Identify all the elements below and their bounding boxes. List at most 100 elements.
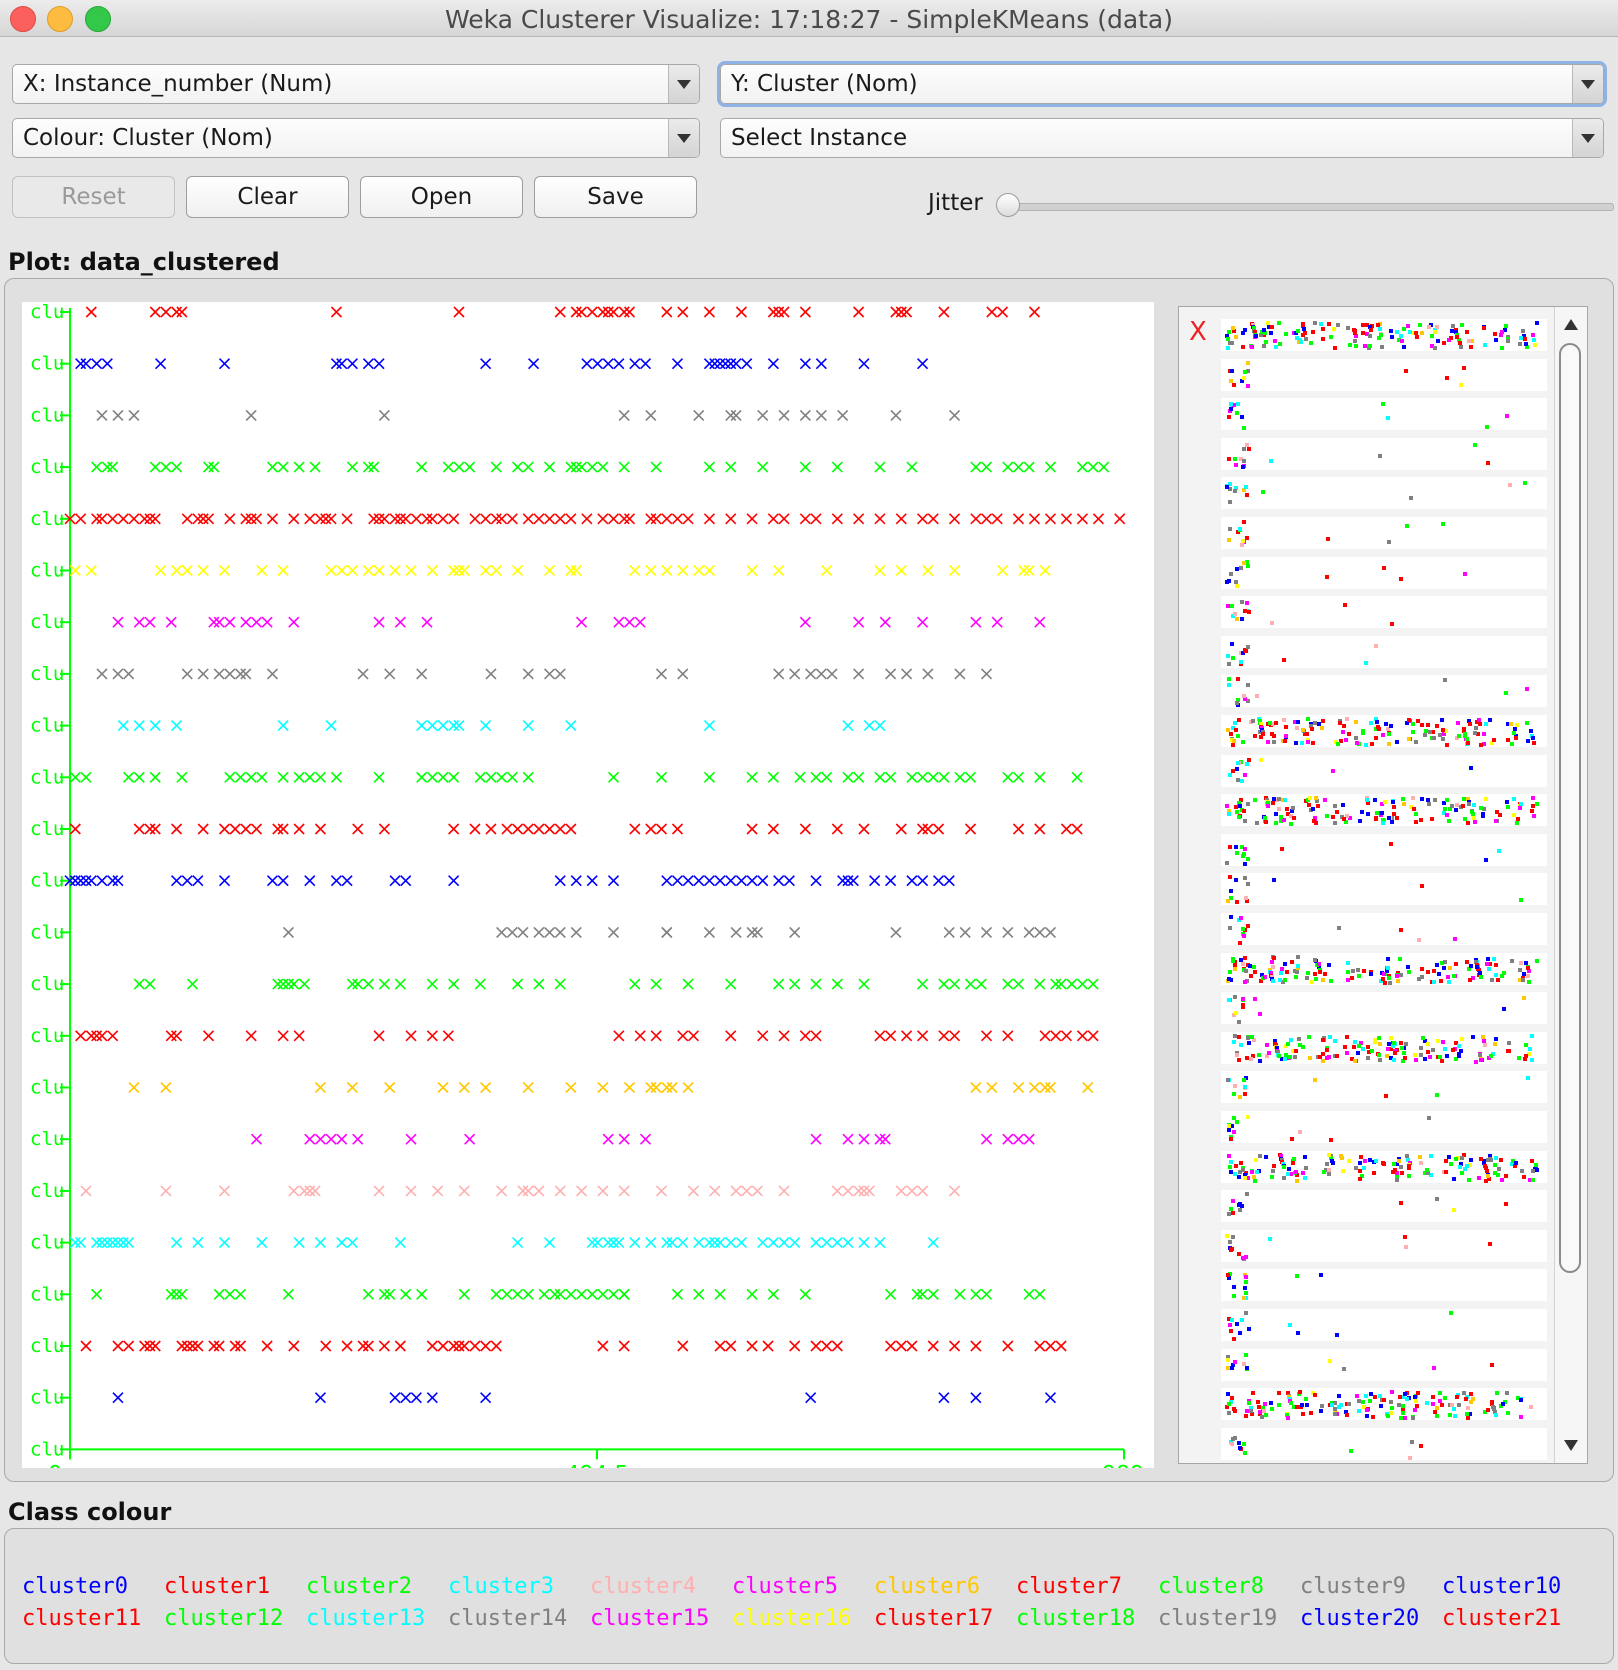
data-point[interactable] [895,1185,907,1197]
data-point[interactable] [650,513,662,525]
data-point[interactable] [240,823,252,835]
data-point[interactable] [181,875,193,887]
data-point[interactable] [703,720,715,732]
data-point[interactable] [986,306,998,318]
data-point[interactable] [91,513,103,525]
data-point[interactable] [171,1237,183,1249]
data-point[interactable] [282,1288,295,1300]
data-point[interactable] [938,1392,950,1404]
data-point[interactable] [277,823,289,835]
data-point[interactable] [117,1237,129,1249]
data-point[interactable] [597,461,609,473]
data-point[interactable] [394,978,406,990]
data-point[interactable] [171,875,183,887]
data-point[interactable] [314,1133,327,1145]
data-point[interactable] [570,461,582,473]
data-point[interactable] [533,513,545,525]
data-point[interactable] [554,306,566,318]
data-point[interactable] [448,875,460,887]
attribute-strip[interactable] [1221,437,1547,470]
data-point[interactable] [123,1237,135,1249]
data-point[interactable] [485,823,497,835]
attribute-strip[interactable] [1221,754,1547,787]
attribute-strip[interactable] [1221,596,1547,629]
data-point[interactable] [192,1237,204,1249]
data-point[interactable] [314,823,327,835]
data-point[interactable] [341,513,353,525]
data-point[interactable] [613,358,625,370]
data-point[interactable] [496,1185,508,1197]
data-point[interactable] [746,926,758,938]
data-point[interactable] [767,513,779,525]
data-point[interactable] [123,668,135,680]
data-point[interactable] [629,1237,641,1249]
data-point[interactable] [1012,771,1025,783]
data-point[interactable] [1044,461,1057,473]
data-point[interactable] [266,875,279,887]
data-point[interactable] [996,306,1009,318]
data-point[interactable] [671,358,684,370]
data-point[interactable] [655,771,668,783]
data-point[interactable] [218,1185,231,1197]
data-point[interactable] [378,978,390,990]
data-point[interactable] [980,1288,993,1300]
data-point[interactable] [480,513,492,525]
data-point[interactable] [597,1185,609,1197]
data-point[interactable] [741,1185,753,1197]
data-point[interactable] [458,1288,470,1300]
data-point[interactable] [917,358,929,370]
data-point[interactable] [623,1081,636,1094]
data-point[interactable] [373,513,385,525]
data-point[interactable] [453,1340,465,1352]
data-point[interactable] [224,1288,236,1300]
data-point[interactable] [623,616,636,628]
data-point[interactable] [1076,1030,1089,1042]
data-point[interactable] [677,1030,689,1042]
data-point[interactable] [703,461,715,473]
data-point[interactable] [709,358,721,370]
data-point[interactable] [618,461,630,473]
data-point[interactable] [368,513,380,525]
data-point[interactable] [570,875,582,887]
data-point[interactable] [906,461,918,473]
data-point[interactable] [693,875,705,887]
data-point[interactable] [549,1288,561,1300]
data-point[interactable] [314,1081,327,1094]
data-point[interactable] [767,1237,779,1249]
data-point[interactable] [575,461,588,473]
data-point[interactable] [171,720,183,732]
data-point[interactable] [1002,978,1014,990]
legend-item-cluster19[interactable]: cluster19 [1158,1606,1278,1631]
data-point[interactable] [901,306,913,318]
data-point[interactable] [474,771,486,783]
data-point[interactable] [325,1133,337,1145]
data-point[interactable] [1044,1081,1057,1094]
data-point[interactable] [618,1133,630,1145]
data-point[interactable] [799,1288,811,1300]
data-point[interactable] [714,1288,726,1300]
data-point[interactable] [1044,926,1057,938]
data-point[interactable] [602,1133,614,1145]
data-point[interactable] [645,1237,657,1249]
attribute-strip[interactable] [1221,1427,1547,1460]
legend-item-cluster4[interactable]: cluster4 [590,1574,696,1599]
data-point[interactable] [85,306,97,318]
data-point[interactable] [645,409,657,421]
legend-item-cluster18[interactable]: cluster18 [1016,1606,1136,1631]
data-point[interactable] [346,1081,358,1094]
data-point[interactable] [746,513,758,525]
data-point[interactable] [746,823,758,835]
data-point[interactable] [96,1237,108,1249]
data-point[interactable] [799,823,811,835]
data-point[interactable] [725,461,737,473]
data-point[interactable] [144,616,156,628]
data-point[interactable] [677,306,689,318]
data-point[interactable] [277,978,289,990]
data-point[interactable] [213,1288,225,1300]
data-point[interactable] [123,1340,135,1352]
data-point[interactable] [123,771,135,783]
data-point[interactable] [496,513,508,525]
data-point[interactable] [218,564,231,577]
data-point[interactable] [634,616,646,628]
data-point[interactable] [458,1340,470,1352]
